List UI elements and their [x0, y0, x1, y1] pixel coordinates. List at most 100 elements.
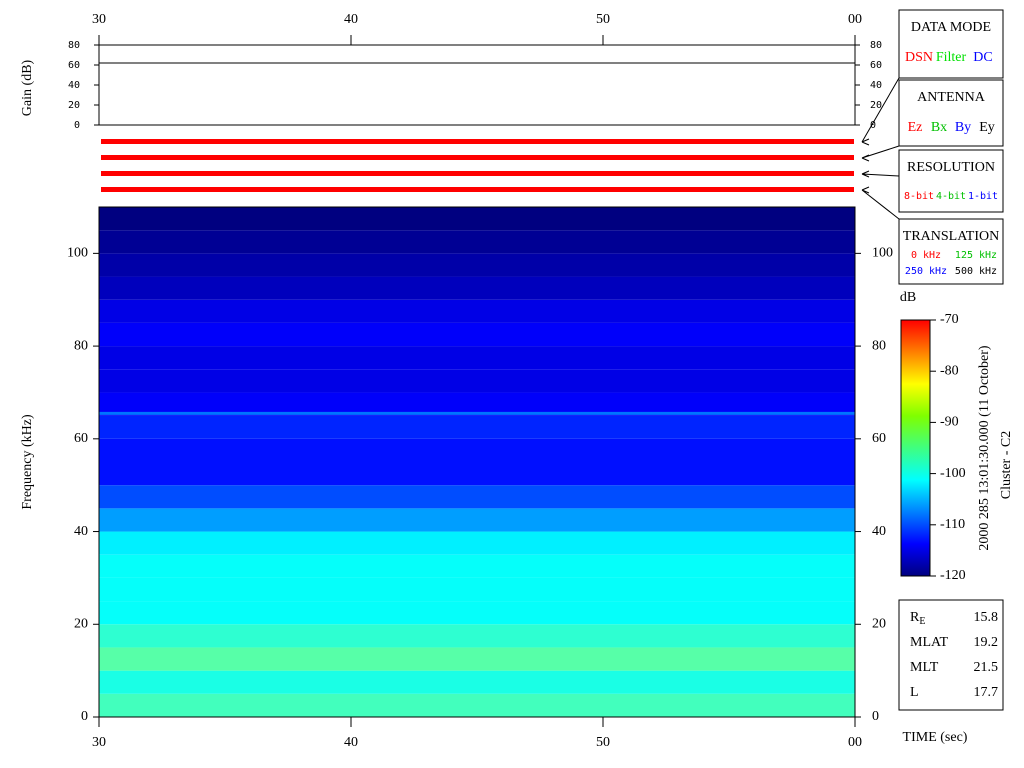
spectrogram-band	[99, 392, 855, 416]
y-tick-label: 80	[74, 338, 88, 353]
spectrogram-band	[99, 230, 855, 254]
y-tick-label: 80	[872, 338, 886, 353]
colorbar-tick-label: -70	[940, 312, 959, 327]
gain-tick-label: 60	[68, 60, 80, 71]
spectrogram-band	[99, 253, 855, 277]
indicator-bar	[101, 139, 854, 144]
gain-tick-label: 20	[870, 100, 882, 111]
spectrogram-band	[99, 462, 855, 486]
side-title: 2000 285 13:01:30.000 (11 October)	[977, 345, 992, 551]
indicator-bar	[101, 155, 854, 160]
mode-option: 125 kHz	[955, 250, 997, 261]
colorbar-label: dB	[900, 290, 916, 305]
ephemeris-label: MLT	[910, 660, 939, 675]
indicator-arrows	[861, 77, 900, 220]
x-tick-label: 40	[344, 12, 358, 27]
mode-option: By	[955, 120, 971, 135]
spectrogram-band	[99, 415, 855, 439]
y-tick-label: 60	[74, 431, 88, 446]
colorbar-tick-label: -110	[940, 517, 965, 532]
x-tick-label: 00	[848, 12, 862, 27]
gain-panel	[98, 44, 856, 126]
ephemeris-value: 17.7	[974, 685, 999, 700]
mode-option: 250 kHz	[905, 266, 947, 277]
spectrogram-band	[99, 601, 855, 625]
mode-option: Ez	[908, 120, 923, 135]
spectrogram-band	[99, 554, 855, 578]
spectrogram-band	[99, 577, 855, 602]
spectrogram-band	[99, 647, 855, 671]
colorbar-tick-label: -80	[940, 363, 959, 378]
y-tick-label: 40	[872, 524, 886, 539]
ephemeris-label-text: MLAT	[910, 635, 949, 650]
mode-box-title: ANTENNA	[917, 90, 986, 105]
spectrogram-band	[99, 276, 855, 300]
colorbar	[900, 319, 931, 577]
gain-tick-label: 80	[870, 40, 882, 51]
gain-label: Gain (dB)	[20, 59, 35, 116]
y-tick-label: 20	[872, 616, 886, 631]
spectrogram-band	[99, 346, 855, 370]
x-tick-label: 50	[596, 735, 610, 750]
indicator-bar	[101, 187, 854, 192]
spectrogram-band	[99, 508, 855, 532]
gain-tick-label: 0	[74, 120, 80, 131]
gain-tick-label: 40	[68, 80, 80, 91]
y-tick-label: 20	[74, 616, 88, 631]
colorbar-tick-label: -90	[940, 415, 959, 430]
gain-tick-label: 20	[68, 100, 80, 111]
spectrogram-band	[99, 438, 855, 462]
ephemeris-label-sub: E	[919, 616, 925, 627]
x-axis-label: TIME (sec)	[903, 730, 968, 745]
mode-option: Filter	[936, 50, 967, 65]
mode-option: 0 kHz	[911, 250, 941, 261]
spectrogram-band	[99, 322, 855, 347]
ephemeris-label-text: L	[910, 685, 919, 700]
y-axis-label: Frequency (kHz)	[20, 414, 35, 510]
y-tick-label: 100	[872, 246, 893, 261]
x-tick-label: 40	[344, 735, 358, 750]
spectrogram-band	[99, 207, 855, 231]
ephemeris-value: 19.2	[974, 635, 999, 650]
spectrogram-band	[99, 299, 855, 323]
y-tick-label: 0	[872, 709, 879, 724]
mode-box	[898, 218, 1004, 285]
spectrogram-band	[99, 670, 855, 694]
mode-box	[898, 9, 1004, 79]
colorbar-tick-label: -120	[940, 568, 966, 583]
mode-option: 8-bit	[904, 191, 934, 202]
indicator-bar	[101, 171, 854, 176]
mode-option: 4-bit	[936, 191, 966, 202]
mode-option: DSN	[905, 50, 933, 65]
ephemeris-label: MLAT	[910, 635, 949, 650]
y-tick-label: 0	[81, 709, 88, 724]
mode-option: 1-bit	[968, 191, 998, 202]
x-tick-label: 00	[848, 735, 862, 750]
spectrogram-band	[99, 624, 855, 648]
mode-option: 500 kHz	[955, 266, 997, 277]
mode-option: DC	[973, 50, 992, 65]
mode-box-title: TRANSLATION	[903, 229, 999, 244]
spectrogram-band	[99, 531, 855, 555]
mode-box-title: DATA MODE	[911, 20, 991, 35]
spectrogram-band	[99, 693, 855, 717]
mode-box	[898, 149, 1004, 213]
x-tick-label: 30	[92, 735, 106, 750]
ephemeris-label: RE	[910, 610, 925, 627]
mode-option: Ey	[979, 120, 995, 135]
y-tick-label: 100	[67, 246, 88, 261]
spectrogram-band	[99, 369, 855, 393]
ephemeris-box	[898, 599, 1004, 711]
spectrogram-frame	[98, 206, 856, 718]
gain-tick-label: 80	[68, 40, 80, 51]
x-tick-label: 50	[596, 12, 610, 27]
spacecraft: Cluster - C2	[999, 431, 1014, 499]
ephemeris-label-text: MLT	[910, 660, 939, 675]
mode-box-title: RESOLUTION	[907, 160, 995, 175]
y-tick-label: 60	[872, 431, 886, 446]
spectrogram-band	[99, 485, 855, 509]
colorbar-tick-label: -100	[940, 466, 966, 481]
gain-tick-label: 40	[870, 80, 882, 91]
mode-option: Bx	[931, 120, 947, 135]
